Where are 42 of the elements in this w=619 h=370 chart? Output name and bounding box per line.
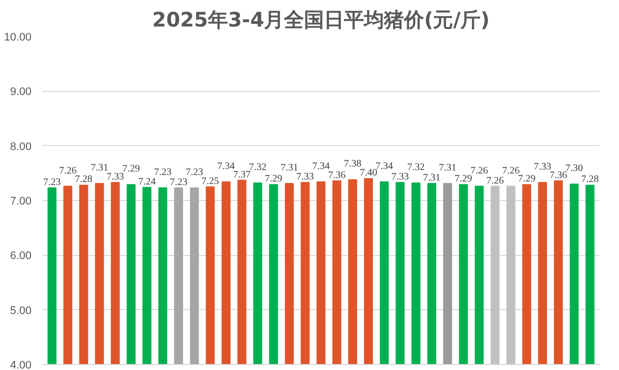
y-tick-label: 7.00 (10, 196, 32, 208)
data-label: 7.30 (565, 163, 583, 174)
data-label: 7.31 (423, 172, 441, 184)
data-label: 7.36 (328, 170, 346, 181)
data-label: 7.33 (391, 171, 409, 182)
data-label: 7.28 (581, 174, 599, 186)
data-label: 7.28 (74, 174, 92, 186)
data-label: 7.33 (534, 161, 552, 172)
data-label: 7.26 (502, 165, 520, 176)
data-label: 7.34 (312, 160, 330, 172)
data-label: 7.23 (43, 176, 61, 188)
data-label: 7.26 (59, 165, 77, 176)
data-label: 7.36 (550, 170, 568, 181)
data-label: 7.33 (106, 171, 124, 182)
chart-title: 2025年3-4月全国日平均猪价(元/斤) (152, 8, 490, 32)
data-label: 7.29 (454, 174, 472, 185)
data-label: 7.33 (296, 171, 314, 182)
data-label: 7.38 (344, 158, 362, 170)
data-label: 7.25 (201, 176, 219, 187)
data-label: 7.29 (518, 174, 536, 185)
y-tick-label: 5.00 (10, 304, 32, 317)
data-label: 7.23 (186, 166, 204, 178)
y-tick-label: 4.00 (10, 360, 32, 370)
y-tick-label: 10.00 (4, 32, 32, 44)
data-label: 7.34 (217, 160, 235, 172)
data-label: 7.31 (90, 162, 108, 174)
data-label: 7.31 (280, 162, 298, 174)
data-label: 7.26 (470, 165, 488, 176)
y-tick-label: 6.00 (10, 250, 32, 262)
data-label: 7.31 (438, 162, 456, 174)
data-label: 7.40 (360, 168, 378, 179)
data-label: 7.32 (407, 162, 425, 174)
data-label: 7.29 (264, 174, 282, 185)
data-label: 7.26 (486, 175, 504, 186)
data-label: 7.24 (138, 176, 156, 188)
y-tick-label: 8.00 (10, 140, 32, 153)
y-tick-label: 9.00 (10, 86, 32, 98)
data-label: 7.23 (170, 176, 188, 188)
data-label: 7.34 (376, 160, 394, 172)
data-label: 7.29 (122, 164, 140, 175)
data-label: 7.37 (233, 169, 251, 180)
data-label: 7.23 (154, 166, 172, 178)
